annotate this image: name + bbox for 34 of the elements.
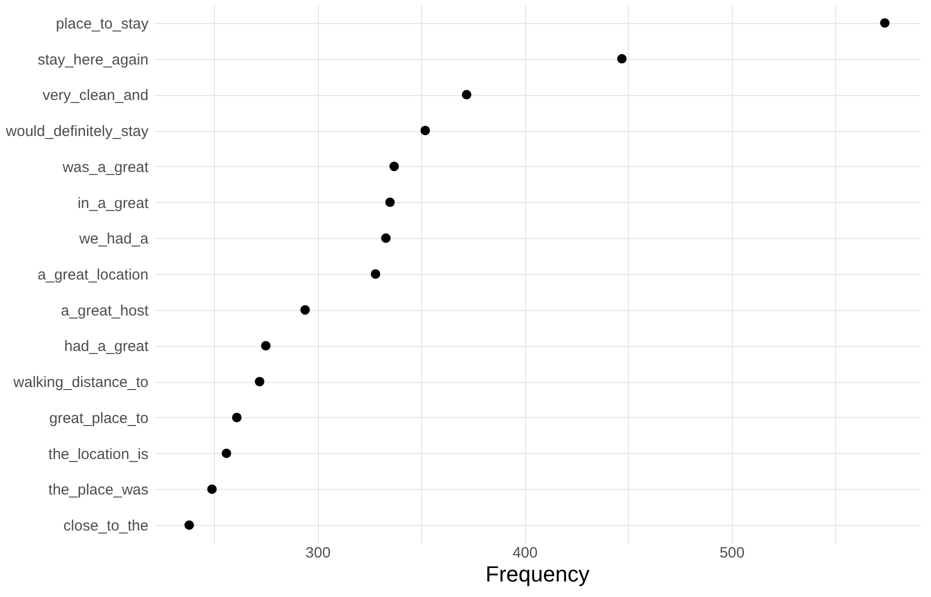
- y-tick-label: the_place_was: [48, 482, 148, 499]
- x-tick-label: 300: [306, 544, 331, 562]
- point: [300, 305, 310, 315]
- y-tick-label: a_great_host: [60, 302, 150, 320]
- point: [261, 341, 271, 350]
- y-tick-label: great_place_to: [49, 410, 148, 427]
- y-tick-label: place_to_stay: [56, 15, 149, 32]
- point: [254, 376, 264, 386]
- y-tick-label: had_a_great: [64, 338, 150, 356]
- point: [420, 126, 430, 136]
- point: [232, 412, 242, 422]
- point: [462, 90, 472, 100]
- x-tick-label: 400: [512, 544, 538, 562]
- point: [617, 54, 627, 64]
- x-axis-title: Frequency: [486, 562, 590, 586]
- point: [389, 162, 399, 172]
- x-tick-label: 500: [720, 544, 745, 562]
- point: [184, 520, 194, 530]
- y-tick-label: was_a_great: [62, 158, 150, 176]
- y-tick-label: walking_distance_to: [12, 374, 148, 392]
- point: [370, 269, 380, 279]
- y-tick-label: the_location_is: [48, 446, 148, 463]
- point: [207, 484, 217, 494]
- point: [880, 18, 890, 28]
- point: [385, 198, 395, 207]
- y-tick-label: very_clean_and: [42, 87, 148, 104]
- y-tick-label: close_to_the: [63, 518, 148, 535]
- y-tick-label: stay_here_again: [38, 51, 148, 68]
- y-tick-label: a_great_location: [38, 266, 148, 284]
- point: [381, 233, 391, 243]
- y-tick-label: we_had_a: [78, 230, 150, 248]
- point: [222, 448, 232, 458]
- y-tick-label: in_a_great: [78, 194, 150, 212]
- y-tick-label: would_definitely_stay: [4, 123, 149, 140]
